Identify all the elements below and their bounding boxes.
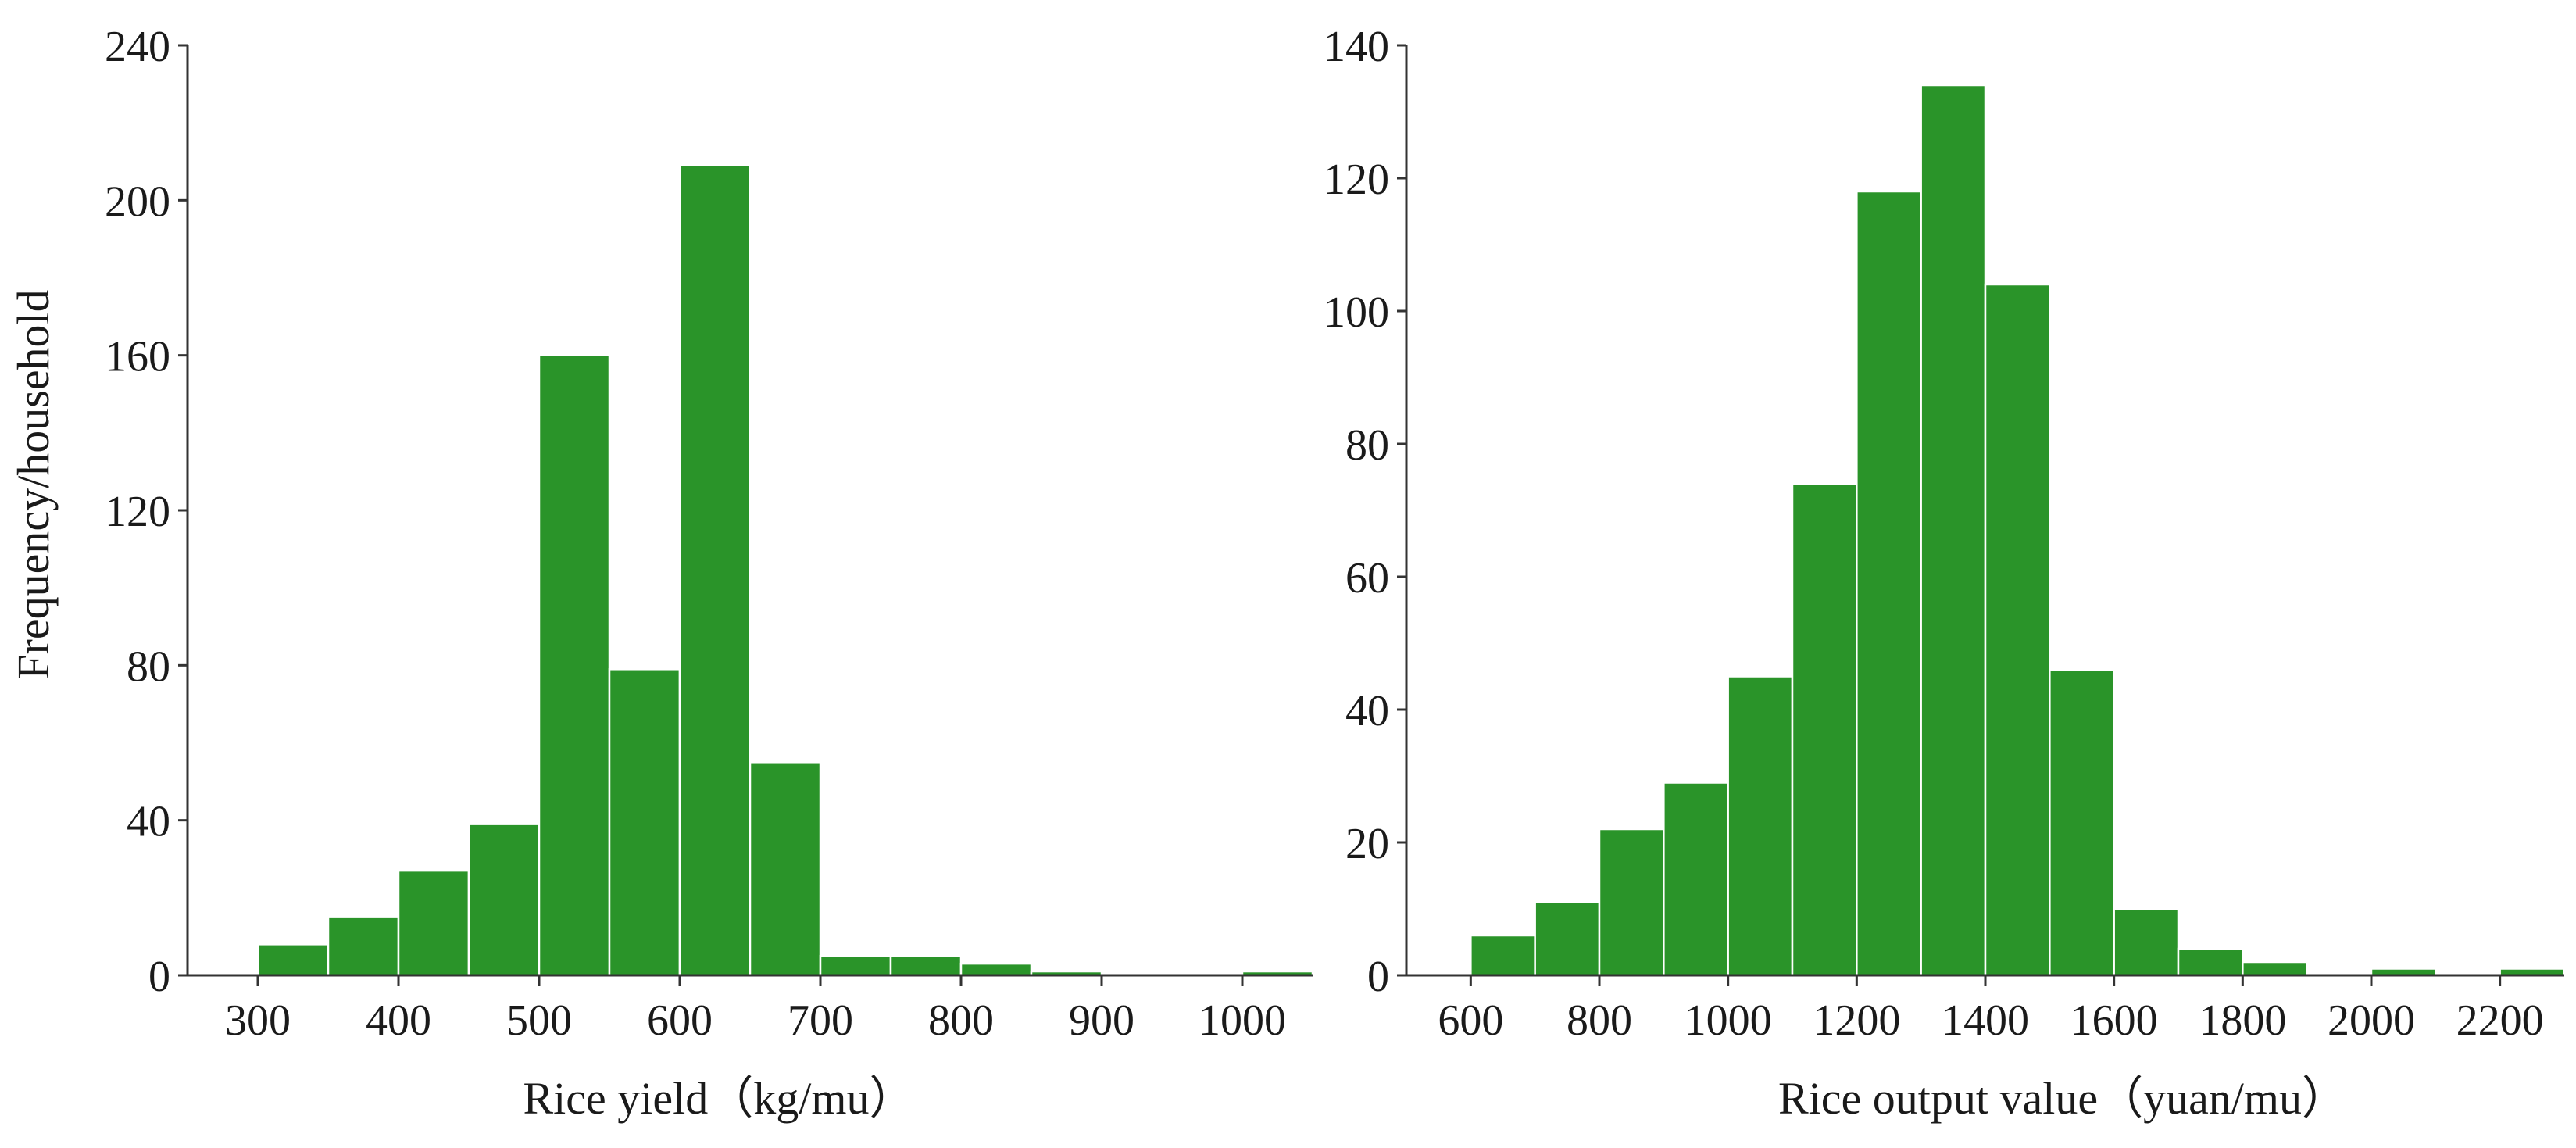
right-bar: [1663, 781, 1729, 977]
right-y-tick-label: 0: [1367, 953, 1389, 1001]
left-x-tick-label: 600: [647, 996, 713, 1045]
left-bar: [397, 869, 470, 977]
left-x-tick-label: 400: [366, 996, 431, 1045]
right-bar: [2113, 907, 2180, 977]
right-x-tick-label: 800: [1567, 996, 1632, 1045]
right-y-tick-label: 100: [1324, 288, 1389, 337]
left-bar: [889, 954, 963, 977]
left-x-tick-label: 800: [928, 996, 994, 1045]
right-x-tick-label: 1000: [1685, 996, 1772, 1045]
right-bar: [2242, 960, 2308, 977]
right-bar: [1791, 482, 1858, 977]
left-y-tick-label: 240: [105, 23, 170, 71]
left-bar: [608, 668, 681, 977]
left-bar: [327, 916, 400, 977]
left-x-tick-label: 300: [225, 996, 291, 1045]
right-x-tick-label: 1600: [2070, 996, 2158, 1045]
right-y-tick-label: 140: [1324, 23, 1389, 71]
right-y-tick-label: 80: [1345, 421, 1389, 470]
left-x-tick-label: 900: [1069, 996, 1134, 1045]
left-y-tick-label: 40: [127, 798, 170, 846]
left-bar: [538, 354, 611, 977]
right-x-tick-label: 1200: [1813, 996, 1900, 1045]
right-x-tick-label: 2000: [2328, 996, 2415, 1045]
right-bar: [2049, 668, 2115, 977]
right-x-tick-label: 2200: [2456, 996, 2544, 1045]
right-x-tick-label: 1800: [2199, 996, 2286, 1045]
right-bar: [1470, 934, 1536, 977]
right-bar: [1856, 190, 1922, 977]
right-y-tick-label: 40: [1345, 687, 1389, 735]
left-bar: [959, 962, 1033, 977]
right-x-tick-label: 600: [1438, 996, 1503, 1045]
rice-yield-histogram: Rice yield（kg/mu） 0 40 80 120 160 200 240 300 40…: [105, 23, 1314, 1124]
right-y-tick-label: 60: [1345, 554, 1389, 603]
left-bar: [256, 943, 330, 977]
left-y-tick-label: 120: [105, 488, 170, 536]
left-bar: [678, 164, 752, 977]
right-bar: [1920, 84, 1987, 977]
right-y-tick-label: 120: [1324, 156, 1389, 204]
left-x-tick-label: 500: [506, 996, 572, 1045]
left-y-tick-label: 160: [105, 333, 170, 381]
rice-output-value-histogram: Rice output value（yuan/mu） 0 20 40 60 80 100 1…: [1324, 23, 2566, 1124]
left-bar: [749, 761, 822, 977]
right-bar: [1534, 901, 1601, 977]
left-y-tick-label: 0: [148, 953, 170, 1001]
left-y-tick-label: 200: [105, 177, 170, 226]
right-bar: [1727, 675, 1794, 977]
left-y-axis-title: Frequency/household: [8, 289, 59, 679]
right-bar: [1598, 828, 1665, 977]
right-bar: [2177, 947, 2244, 977]
left-y-tick-label: 80: [127, 642, 170, 691]
left-x-axis-title: Rice yield（kg/mu）: [523, 1073, 915, 1124]
left-bar: [819, 954, 892, 977]
right-x-tick-label: 1400: [1942, 996, 2029, 1045]
left-bar: [467, 823, 541, 977]
left-x-tick-label: 700: [788, 996, 853, 1045]
left-x-tick-label: 1000: [1199, 996, 1286, 1045]
right-x-axis-title: Rice output value（yuan/mu）: [1778, 1073, 2347, 1124]
right-bar: [1984, 283, 2051, 977]
right-y-tick-label: 20: [1345, 820, 1389, 868]
